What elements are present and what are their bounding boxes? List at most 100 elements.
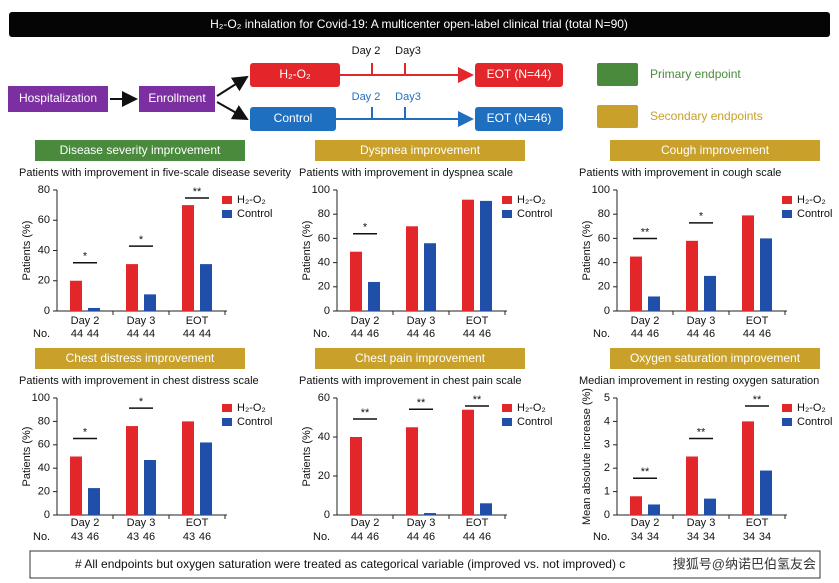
legend-swatch <box>597 105 638 128</box>
y-tick-label: 40 <box>38 462 50 474</box>
legend-swatch <box>222 210 232 218</box>
y-tick-label: 80 <box>318 208 330 220</box>
y-tick-label: 5 <box>604 392 610 404</box>
n-value: 34 <box>743 531 755 543</box>
n-value: 43 <box>127 531 139 543</box>
significance-label: ** <box>697 426 706 438</box>
n-value: 44 <box>687 328 699 340</box>
legend-swatch <box>222 196 232 204</box>
x-tick-label: EOT <box>186 315 209 327</box>
bar <box>742 215 754 311</box>
y-axis-label: Patients (%) <box>301 427 313 487</box>
significance-label: ** <box>361 407 370 419</box>
y-tick-label: 0 <box>44 509 50 521</box>
legend-label: Primary endpoint <box>650 67 741 81</box>
legend-label: Control <box>237 208 272 220</box>
y-tick-label: 20 <box>38 275 50 287</box>
y-axis-label: Patients (%) <box>301 221 313 281</box>
n-value: 34 <box>687 531 699 543</box>
significance-label: ** <box>417 397 426 409</box>
bar <box>424 513 436 515</box>
y-tick-label: 0 <box>324 305 330 317</box>
legend-swatch <box>782 210 792 218</box>
bar <box>462 409 474 515</box>
panel-title-box <box>315 348 525 369</box>
x-tick-label: EOT <box>746 517 769 529</box>
node <box>139 86 215 112</box>
n-value: 44 <box>71 328 83 340</box>
n-value: 34 <box>647 531 659 543</box>
n-value: 34 <box>759 531 771 543</box>
node <box>8 86 108 112</box>
x-tick-label: EOT <box>466 517 489 529</box>
n-value: 46 <box>423 531 435 543</box>
bar <box>144 460 156 515</box>
bar <box>200 442 212 515</box>
significance-label: * <box>139 396 144 408</box>
subtitle: Patients with improvement in chest pain … <box>299 375 522 387</box>
y-axis-label: Mean absolute increase (%) <box>581 388 593 525</box>
node <box>475 107 563 131</box>
header-title: H₂-O₂ inhalation for Covid-19: A multice… <box>210 17 628 31</box>
n-value: 46 <box>367 531 379 543</box>
subtitle: Patients with improvement in chest distr… <box>19 375 259 387</box>
bar <box>368 281 380 311</box>
panel-title: Dyspnea improvement <box>360 143 481 157</box>
n-value: 44 <box>183 328 195 340</box>
n-value: 44 <box>407 531 419 543</box>
bar <box>144 294 156 311</box>
bar <box>88 307 100 311</box>
y-axis-label: Patients (%) <box>581 221 593 281</box>
legend-swatch <box>502 404 512 412</box>
significance-label: ** <box>473 394 482 406</box>
bar <box>480 200 492 311</box>
bar <box>480 503 492 515</box>
significance-label: * <box>83 251 88 263</box>
day-label: Day3 <box>395 91 421 103</box>
y-tick-label: 40 <box>38 244 50 256</box>
y-tick-label: 40 <box>318 257 330 269</box>
significance-label: * <box>139 234 144 246</box>
y-tick-label: 80 <box>598 208 610 220</box>
n-label: No. <box>33 328 50 340</box>
legend-label: Control <box>517 416 552 428</box>
x-tick-label: Day 3 <box>127 315 156 327</box>
significance-label: * <box>83 426 88 438</box>
y-tick-label: 100 <box>312 184 330 196</box>
panel-title-box <box>35 348 245 369</box>
n-value: 44 <box>743 328 755 340</box>
legend-swatch <box>502 210 512 218</box>
significance-label: ** <box>641 226 650 238</box>
n-label: No. <box>33 531 50 543</box>
n-value: 43 <box>71 531 83 543</box>
n-value: 44 <box>87 328 99 340</box>
footnote: # All endpoints but oxygen saturation we… <box>75 557 625 571</box>
node-label: EOT (N=46) <box>487 111 552 125</box>
significance-label: ** <box>641 466 650 478</box>
legend-label: Control <box>517 208 552 220</box>
bar <box>686 240 698 311</box>
y-tick-label: 1 <box>604 486 610 498</box>
n-value: 44 <box>351 328 363 340</box>
panel-title-box <box>610 348 820 369</box>
legend-label: Control <box>237 416 272 428</box>
legend-label: Secondary endpoints <box>650 109 763 123</box>
bar <box>70 280 82 311</box>
n-value: 44 <box>631 328 643 340</box>
n-value: 46 <box>647 328 659 340</box>
node-label: Hospitalization <box>19 91 97 105</box>
subtitle: Median improvement in resting oxygen sat… <box>579 375 819 387</box>
bar <box>704 275 716 311</box>
n-value: 46 <box>367 328 379 340</box>
arrow <box>216 101 249 120</box>
y-tick-label: 100 <box>592 184 610 196</box>
bar <box>200 264 212 311</box>
y-tick-label: 20 <box>318 470 330 482</box>
bar <box>88 488 100 515</box>
n-value: 44 <box>127 328 139 340</box>
y-tick-label: 0 <box>324 509 330 521</box>
y-tick-label: 0 <box>604 305 610 317</box>
significance-label: * <box>699 211 704 223</box>
n-label: No. <box>593 328 610 340</box>
x-tick-label: Day 3 <box>687 517 716 529</box>
